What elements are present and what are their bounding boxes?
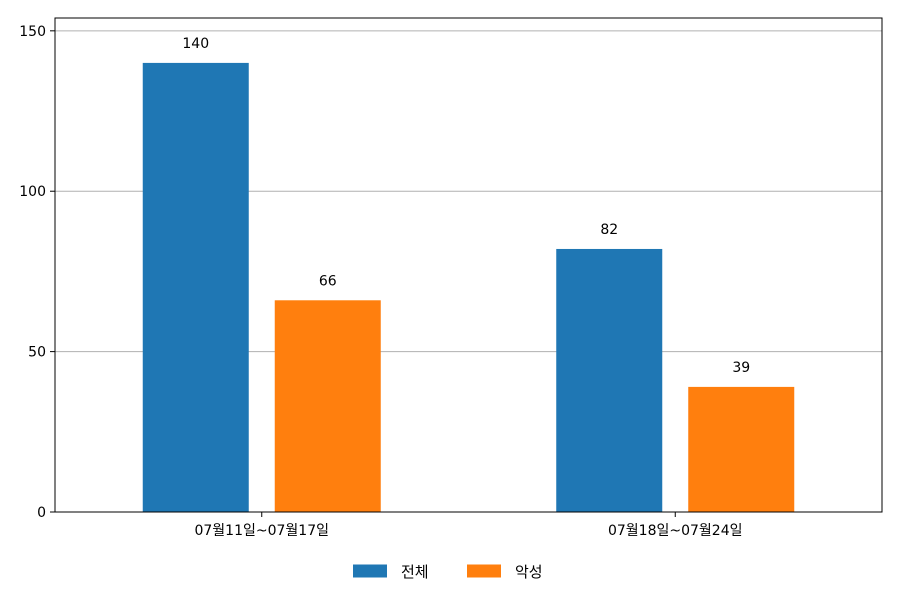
data-label: 82 [600, 222, 618, 238]
bar[interactable] [688, 386, 795, 512]
y-tick-label: 50 [28, 345, 46, 361]
bar[interactable] [274, 300, 381, 512]
plot-frame [54, 17, 883, 513]
x-tick-label: 07월11일~07월17일 [194, 523, 329, 539]
legend-label: 전체 [401, 563, 429, 581]
y-tick-label: 100 [19, 184, 46, 200]
bar[interactable] [142, 62, 249, 513]
x-tick-label: 07월18일~07월24일 [608, 523, 743, 539]
legend-label: 악성 [515, 563, 543, 581]
y-tick-label: 150 [19, 24, 46, 40]
bar[interactable] [556, 248, 663, 512]
legend-swatch [467, 564, 501, 578]
data-label: 39 [732, 360, 750, 376]
data-label: 140 [182, 36, 209, 52]
legend-swatch [353, 564, 387, 578]
data-label: 66 [319, 273, 337, 289]
y-tick-label: 0 [37, 505, 46, 521]
